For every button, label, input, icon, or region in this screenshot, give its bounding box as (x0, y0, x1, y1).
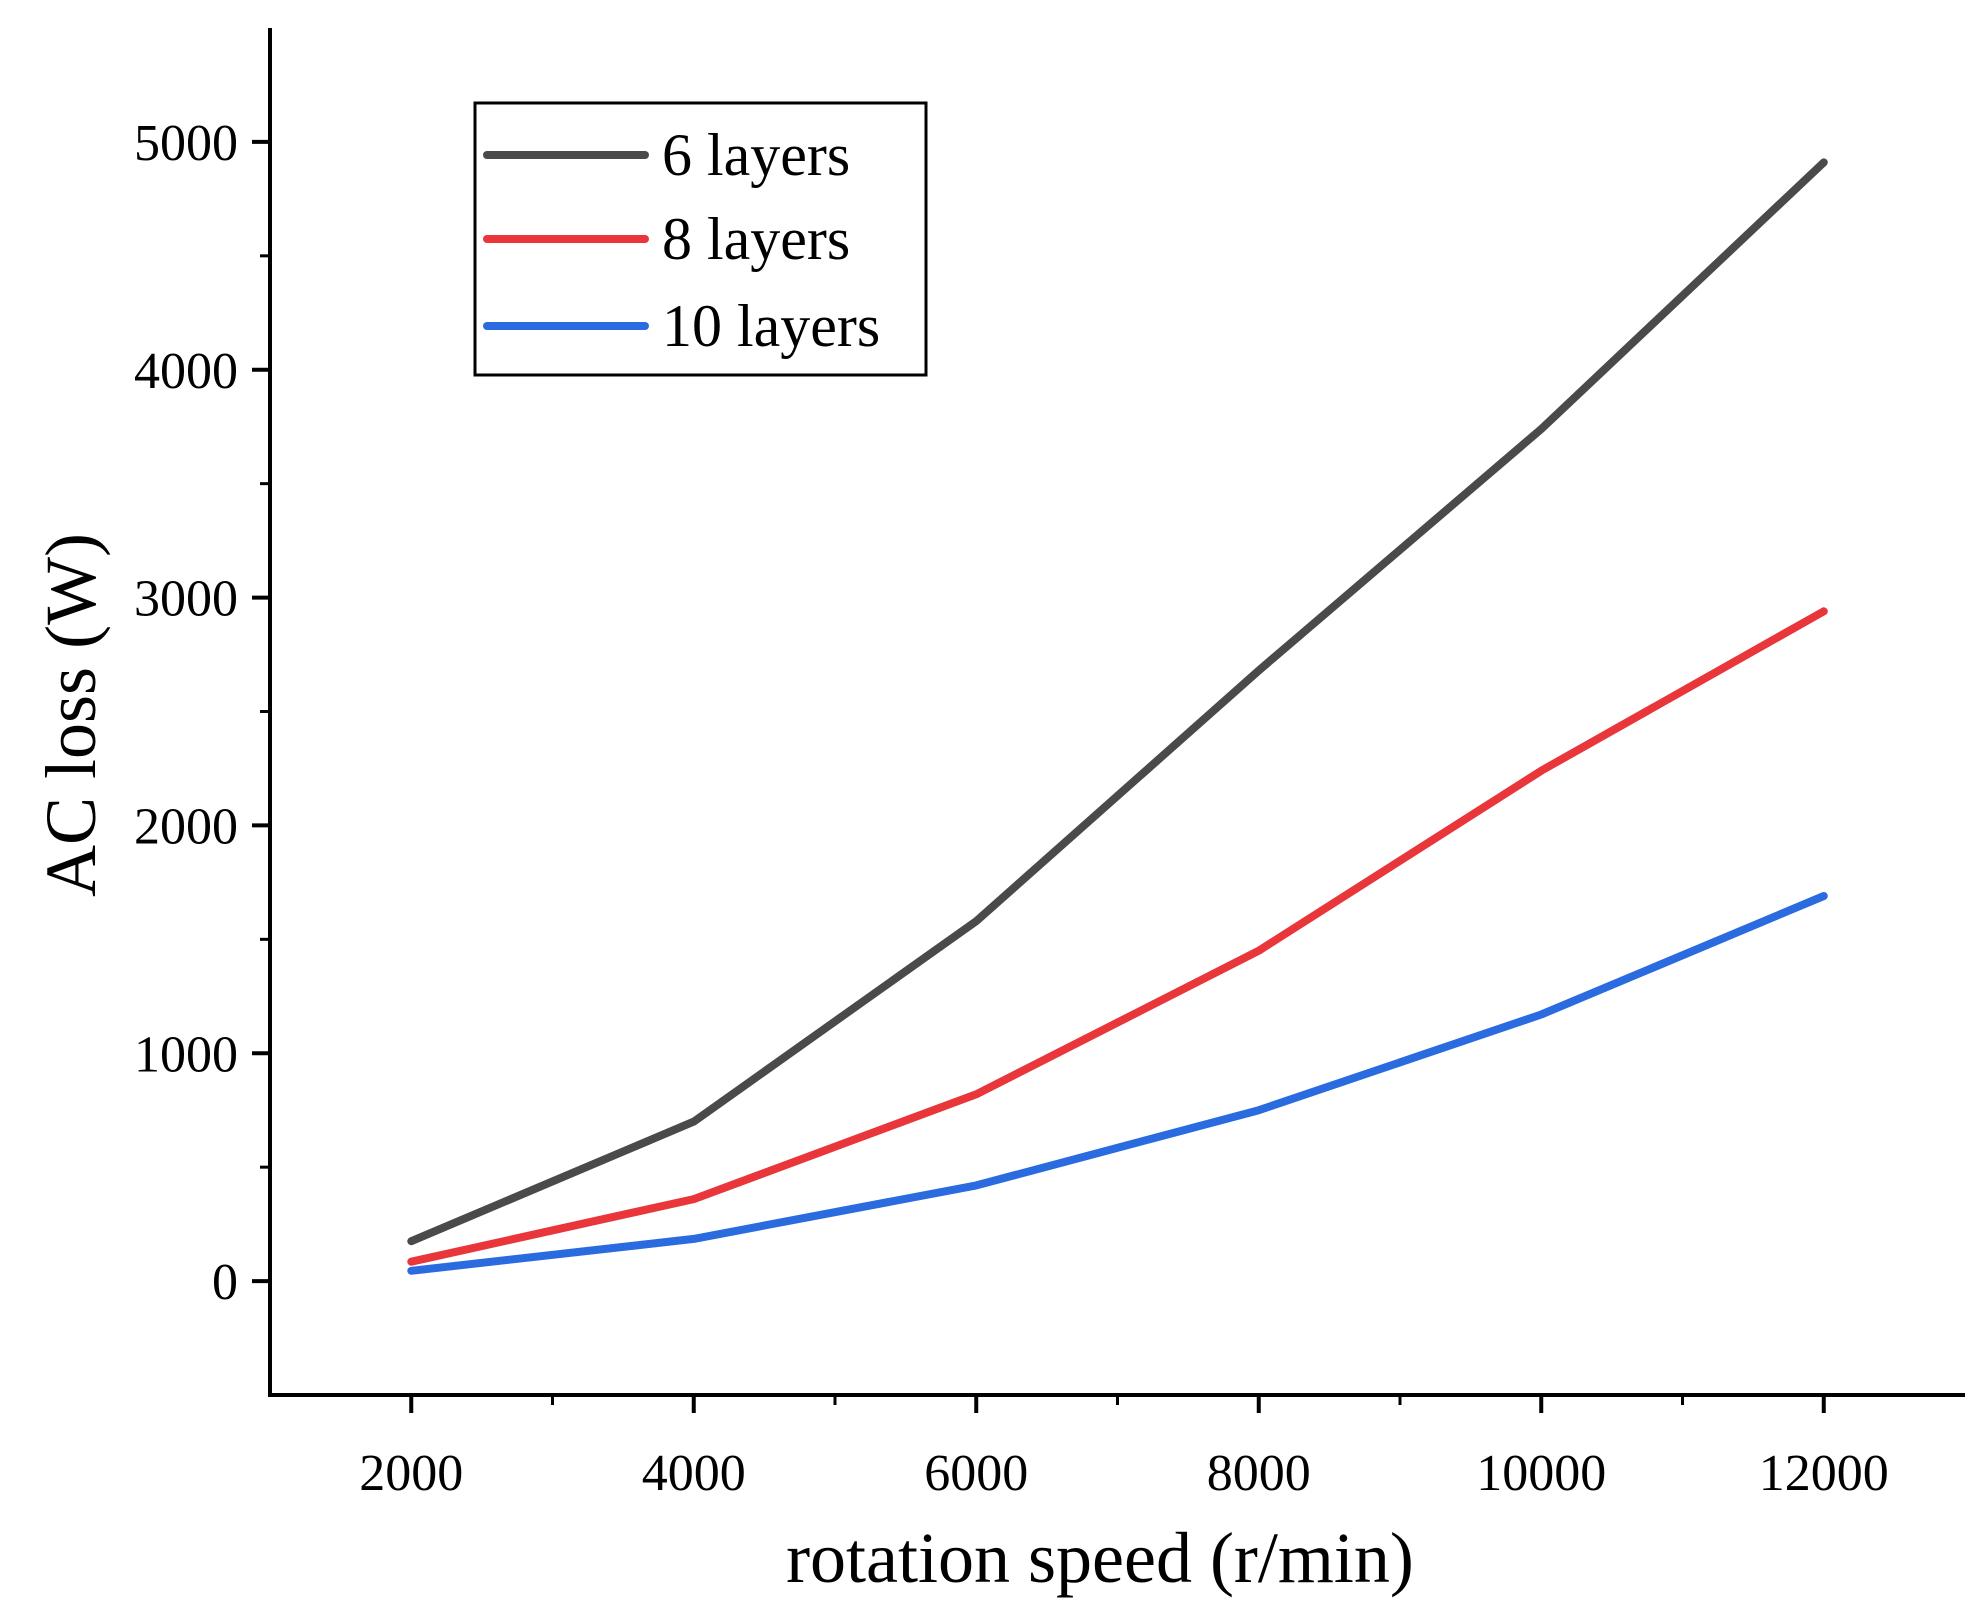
y-tick-label: 3000 (134, 571, 238, 628)
legend: 6 layers 8 layers 10 layers (473, 101, 928, 377)
legend-label-6-layers: 6 layers (662, 122, 850, 188)
series-line-8-layers (407, 607, 1828, 1266)
x-tick-label: 8000 (1207, 1445, 1311, 1502)
legend-entry-10-layers: 10 layers (483, 293, 880, 359)
x-axis-title: rotation speed (r/min) (786, 1518, 1414, 1598)
y-axis-title: AC loss (W) (31, 533, 111, 897)
y-tick-label: 5000 (134, 115, 238, 172)
y-tick-label: 2000 (134, 798, 238, 855)
series-line-10-layers (407, 892, 1828, 1275)
x-tick-label: 10000 (1476, 1445, 1606, 1502)
x-tick-label: 12000 (1759, 1445, 1889, 1502)
legend-entry-8-layers: 8 layers (483, 206, 850, 272)
y-tick-label: 1000 (134, 1026, 238, 1083)
tick-marks (252, 139, 1826, 1413)
x-tick-label: 2000 (359, 1445, 463, 1502)
tick-labels: 2000 4000 6000 8000 10000 12000 0 1000 2000 3000 4… (134, 115, 1889, 1502)
legend-label-10-layers: 10 layers (662, 293, 880, 359)
legend-entry-6-layers: 6 layers (483, 122, 850, 188)
x-tick-label: 4000 (642, 1445, 746, 1502)
legend-label-8-layers: 8 layers (662, 206, 850, 272)
series-lines (407, 158, 1828, 1275)
series-line-6-layers (407, 158, 1828, 1246)
y-tick-label: 4000 (134, 343, 238, 400)
x-tick-label: 6000 (924, 1445, 1028, 1502)
y-tick-label: 0 (212, 1254, 238, 1311)
